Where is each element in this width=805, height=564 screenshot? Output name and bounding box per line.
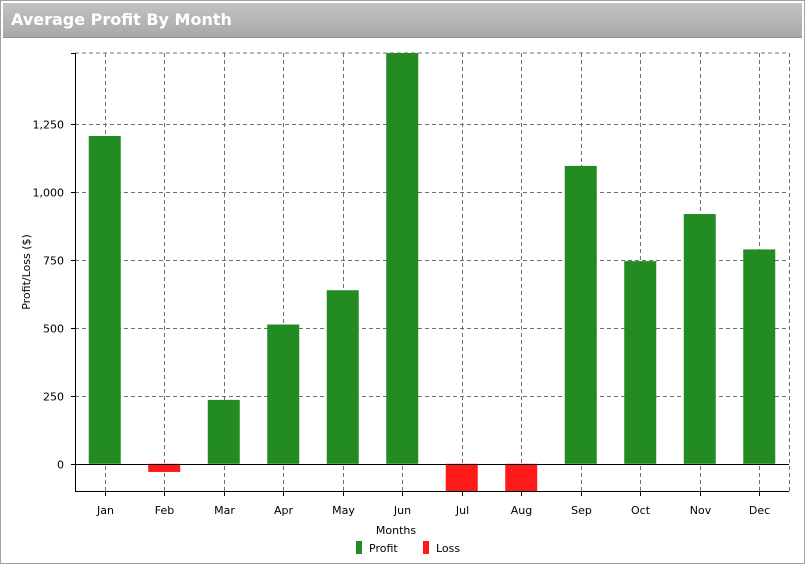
y-tick-label: 1,250 <box>33 119 65 132</box>
x-tick-label-mar: Mar <box>214 504 235 517</box>
x-tick-label-feb: Feb <box>155 504 174 517</box>
y-tick-label: 1,000 <box>33 187 65 200</box>
bar-nov <box>683 214 716 464</box>
x-tick-label-dec: Dec <box>749 504 770 517</box>
x-tick-label-jun: Jun <box>393 504 411 517</box>
y-axis-title: Profit/Loss ($) <box>20 234 33 310</box>
y-tick-label: 750 <box>43 255 64 268</box>
bar-sep <box>564 165 597 464</box>
axes <box>71 53 789 496</box>
bar-oct <box>624 261 657 464</box>
x-tick-label-aug: Aug <box>511 504 532 517</box>
x-tick-label-sep: Sep <box>571 504 592 517</box>
bar-jan <box>88 135 121 464</box>
x-tick-label-jul: Jul <box>455 504 469 517</box>
panel-header: Average Profit By Month <box>3 3 802 38</box>
bar-jun <box>386 53 419 464</box>
x-tick-label-nov: Nov <box>690 504 712 517</box>
grid-lines <box>75 52 790 491</box>
legend: Profit Loss <box>356 541 460 555</box>
bar-dec <box>743 249 776 464</box>
y-tick-label: 500 <box>43 323 64 336</box>
y-tick-label: 0 <box>57 459 64 472</box>
bar-apr <box>267 324 300 464</box>
x-tick-label-jan: Jan <box>96 504 114 517</box>
x-tick-label-may: May <box>332 504 355 517</box>
legend-swatch-profit <box>356 541 362 554</box>
y-tick-label: 250 <box>43 391 64 404</box>
bar-feb <box>148 463 181 472</box>
legend-label-loss: Loss <box>436 542 460 555</box>
x-tick-label-oct: Oct <box>631 504 651 517</box>
bar-may <box>326 290 359 464</box>
x-tick-label-apr: Apr <box>274 504 294 517</box>
legend-label-profit: Profit <box>369 542 398 555</box>
x-axis-title: Months <box>376 524 416 537</box>
bars <box>88 53 776 491</box>
bar-jul <box>445 463 478 491</box>
legend-swatch-loss <box>423 541 429 554</box>
bar-aug <box>505 463 538 491</box>
panel-title: Average Profit By Month <box>11 10 232 29</box>
bar-mar <box>207 399 240 464</box>
tick-labels: 0 250 500 750 1,000 1,250 Jan Feb Mar Apr May Jun Ju… <box>33 119 771 518</box>
